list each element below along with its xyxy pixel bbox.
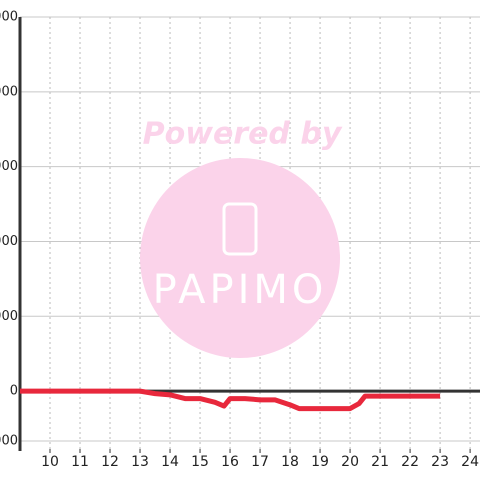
watermark-logo: PAPIMO — [153, 267, 328, 313]
line — [20, 388, 441, 412]
x-tick-label: 13 — [131, 454, 149, 470]
y-tick-label: 30,000 — [0, 309, 18, 324]
x-tick-label: 23 — [431, 454, 449, 470]
x-tick-label: 19 — [311, 454, 329, 470]
x-tick-label: 10 — [41, 454, 59, 470]
watermark-text: Powered by — [143, 117, 343, 152]
y-tick-label: 0 — [10, 384, 18, 399]
x-tick-label: 22 — [401, 454, 419, 470]
x-tick-label: 17 — [251, 454, 269, 470]
y-tick-label: 90,000 — [0, 159, 18, 174]
x-tick-label: 20 — [341, 454, 359, 470]
y-tick-label: -20,000 — [0, 434, 18, 449]
x-tick-label: 16 — [221, 454, 239, 470]
x-tick-label: 14 — [161, 454, 179, 470]
y-tick-label: 60,000 — [0, 234, 18, 249]
x-tick-label: 18 — [281, 454, 299, 470]
y-tick-label: 120,000 — [0, 84, 18, 99]
x-tick-label: 15 — [191, 454, 209, 470]
watermark-icon — [222, 202, 258, 256]
x-tick-label: 24 — [461, 454, 479, 470]
y-tick-label: 150,000 — [0, 10, 18, 25]
watermark-circle — [140, 158, 340, 358]
x-tick-label: 21 — [371, 454, 389, 470]
x-tick-label: 12 — [101, 454, 119, 470]
x-tick-label: 11 — [71, 454, 89, 470]
